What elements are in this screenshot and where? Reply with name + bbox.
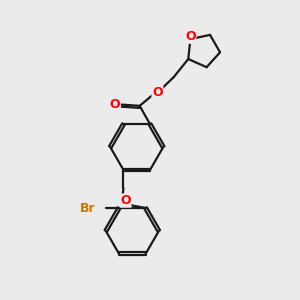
Text: O: O — [185, 30, 196, 43]
Text: O: O — [110, 98, 120, 111]
Text: Br: Br — [80, 202, 95, 214]
Text: O: O — [120, 194, 131, 207]
Text: O: O — [152, 85, 163, 98]
